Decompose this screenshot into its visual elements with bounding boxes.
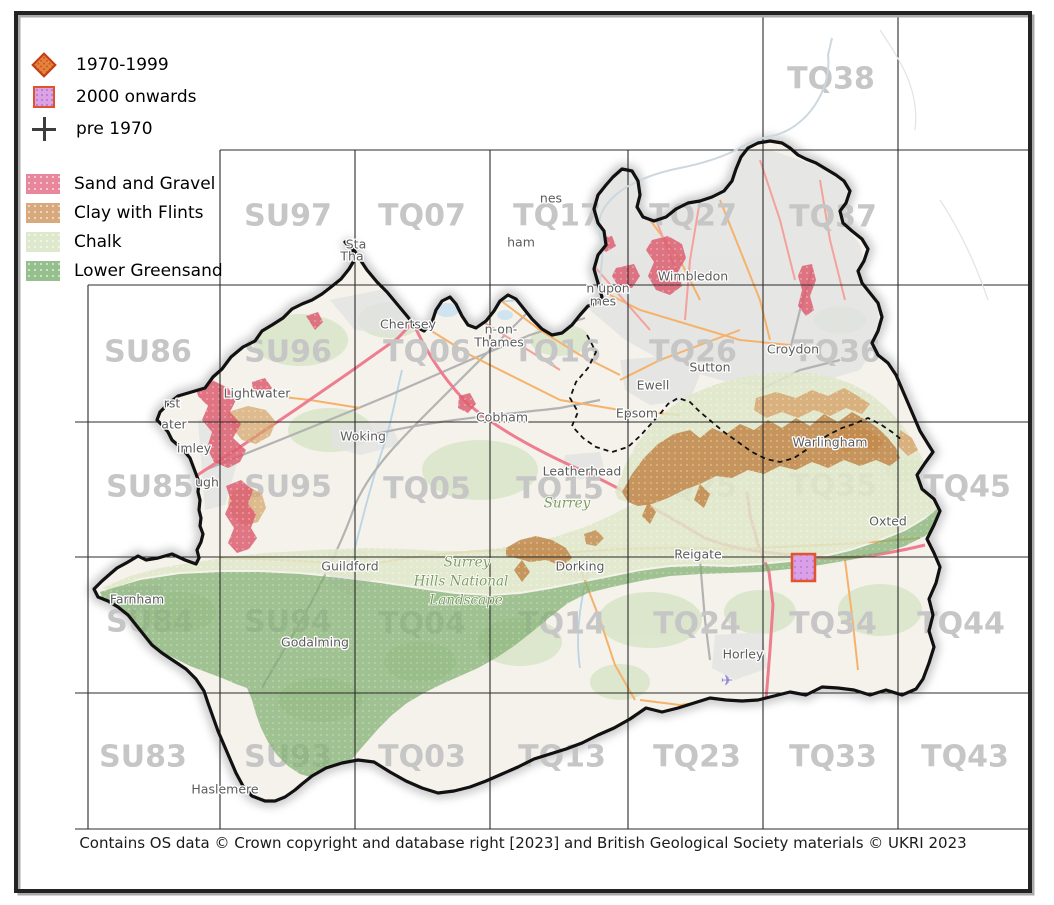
- place-label: Leatherhead: [543, 464, 622, 479]
- grid-square-label: SU96: [244, 335, 332, 370]
- place-label: ugh: [195, 475, 219, 490]
- marker-2000-onwards: [790, 552, 817, 583]
- place-label: Cobham: [476, 410, 528, 425]
- place-label: nes: [540, 191, 562, 206]
- place-label: Lightwater: [224, 386, 292, 401]
- legend-label: 2000 onwards: [76, 87, 197, 107]
- place-label: Reigate: [674, 547, 722, 562]
- place-label: ater: [161, 417, 187, 432]
- grid-square-label: TQ38: [787, 62, 875, 97]
- grid-square-label: TQ06: [383, 335, 471, 370]
- place-label: Croydon: [767, 342, 819, 357]
- landscape-labels: Surrey Surrey Hills National Landscape: [412, 495, 592, 610]
- grid-square-label: SU85: [106, 470, 194, 505]
- legend-row-1970-1999: 1970-1999: [26, 49, 223, 81]
- place-label: Horley: [723, 647, 764, 662]
- grid-square-label: TQ36: [793, 335, 881, 370]
- grid-square-label: TQ23: [653, 740, 741, 775]
- grid-square-label: TQ26: [649, 335, 737, 370]
- place-label: n-on-: [485, 322, 518, 337]
- grid-square-label: SU97: [244, 199, 332, 234]
- os-grid-lines: [75, 14, 1030, 830]
- grid-square-label: TQ16: [513, 335, 601, 370]
- landscape-label: Surrey: [444, 555, 491, 571]
- grid-square-label: TQ33: [789, 740, 877, 775]
- place-label: Ewell: [637, 378, 670, 393]
- grid-square-label: TQ37: [789, 200, 877, 235]
- place-label: Sutton: [689, 360, 730, 375]
- grid-square-label: TQ17: [513, 199, 601, 234]
- grid-square-label: TQ43: [921, 740, 1009, 775]
- geology-legend: Sand and Gravel Clay with Flints Chalk L…: [26, 169, 223, 285]
- grid-square-label: TQ15: [516, 472, 604, 507]
- legend-row-clay-flints: Clay with Flints: [26, 198, 223, 227]
- dashed-boundary: [569, 334, 903, 463]
- grid-square-label: TQ45: [923, 470, 1011, 505]
- sand-gravel-swatch: [26, 173, 60, 194]
- legend-label: pre 1970: [76, 119, 153, 139]
- place-label: Woking: [340, 429, 386, 444]
- grid-square-label: TQ05: [383, 472, 471, 507]
- legend-row-chalk: Chalk: [26, 227, 223, 256]
- legend-label: Lower Greensand: [74, 260, 223, 281]
- grid-square-label: SU83: [99, 740, 187, 775]
- map-frame: [14, 11, 1032, 893]
- place-label: mes: [590, 294, 616, 309]
- legend-row-pre-1970: pre 1970: [26, 113, 223, 145]
- legend-label: Sand and Gravel: [74, 173, 216, 194]
- place-label: imley: [177, 441, 212, 456]
- place-label: Warlingham: [793, 435, 868, 450]
- landscape-label: Hills National: [413, 574, 509, 590]
- legend: 1970-1999 2000 onwards pre 1970 Sand and…: [26, 49, 223, 285]
- place-label: Thames: [473, 335, 524, 350]
- cross-pre-1970-icon: [26, 117, 62, 141]
- landscape-label: Surrey: [544, 496, 591, 512]
- place-label: Epsom: [616, 406, 658, 421]
- place-label: Wimbledon: [658, 269, 728, 284]
- place-label: Farnham: [110, 592, 164, 607]
- grid-square-label: TQ07: [378, 199, 466, 234]
- frame-shadow: [17, 14, 1035, 896]
- lower-greensand-area: [100, 498, 940, 778]
- legend-row-2000-onwards: 2000 onwards: [26, 81, 223, 113]
- legend-label: Chalk: [74, 231, 122, 252]
- legend-label: 1970-1999: [76, 55, 169, 75]
- grid-square-label: TQ24: [653, 607, 741, 642]
- lower-greensand-swatch: [26, 260, 60, 281]
- place-label: ✈: [721, 672, 734, 690]
- place-label: rst: [164, 396, 181, 411]
- place-label: Guildford: [321, 559, 378, 574]
- grid-square-label: TQ34: [789, 607, 877, 642]
- place-label: Tha: [339, 249, 363, 264]
- grid-square-label: TQ03: [378, 740, 466, 775]
- place-label: Dorking: [556, 559, 605, 574]
- place-label: n upon: [586, 281, 629, 296]
- grid-square-label: SU86: [104, 335, 192, 370]
- place-label: Haslemere: [191, 782, 258, 797]
- grid-square-label: TQ13: [518, 740, 606, 775]
- square-2000-onwards-icon: [26, 86, 62, 108]
- legend-row-sand-gravel: Sand and Gravel: [26, 169, 223, 198]
- diamond-1970-1999-icon: [26, 52, 62, 78]
- legend-label: Clay with Flints: [74, 202, 204, 223]
- grid-square-label: TQ27: [649, 199, 737, 234]
- landscape-label: Landscape: [428, 593, 503, 609]
- clay-flints-swatch: [26, 202, 60, 223]
- place-label: ham: [507, 235, 535, 250]
- place-label: Godalming: [281, 635, 349, 650]
- legend-row-lower-greensand: Lower Greensand: [26, 256, 223, 285]
- geology-layer: [100, 236, 940, 778]
- copyright-attribution: Contains OS data © Crown copyright and d…: [79, 834, 967, 852]
- chalk-swatch: [26, 231, 60, 252]
- outside-features: [597, 29, 989, 301]
- place-label: Sta: [346, 237, 367, 252]
- place-label: Chertsey: [380, 317, 437, 332]
- place-label: Oxted: [869, 514, 907, 529]
- sand-and-gravel-areas: [195, 236, 816, 553]
- place-labels: Chertsey Lightwater Woking Cobham Leatherhea…: [109, 189, 909, 798]
- clay-with-flints-areas: [228, 388, 918, 582]
